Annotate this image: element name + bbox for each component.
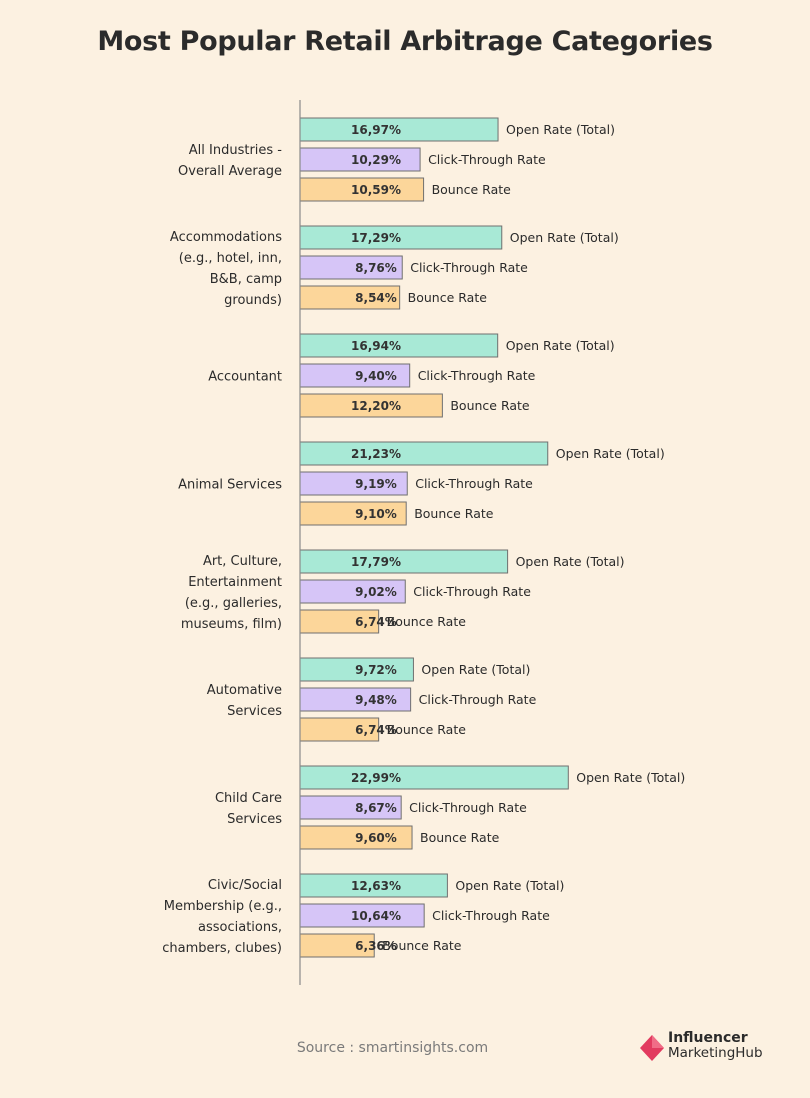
logo-text-line1: Influencer <box>668 1030 748 1046</box>
series-label: Click-Through Rate <box>413 584 531 599</box>
series-label: Click-Through Rate <box>409 800 527 815</box>
value-label: 10,64% <box>351 909 401 923</box>
category-label: Automative <box>207 683 282 698</box>
series-label: Click-Through Rate <box>432 908 550 923</box>
value-label: 12,63% <box>351 879 401 893</box>
category-label: Civic/Social <box>208 878 282 893</box>
value-label: 21,23% <box>351 447 401 461</box>
series-label: Click-Through Rate <box>410 260 528 275</box>
value-label: 17,29% <box>351 231 401 245</box>
chart-title: Most Popular Retail Arbitrage Categories <box>97 26 713 57</box>
category-label: Accommodations <box>170 230 282 245</box>
influencer-marketing-hub-logo: Influencer MarketingHub <box>638 1030 788 1064</box>
series-label: Open Rate (Total) <box>506 338 615 353</box>
source-note: Source : smartinsights.com <box>296 1040 489 1056</box>
series-label: Bounce Rate <box>408 290 488 305</box>
value-label: 9,40% <box>355 369 397 383</box>
value-label: 10,29% <box>351 153 401 167</box>
series-label: Open Rate (Total) <box>421 662 530 677</box>
value-label: 12,20% <box>351 399 401 413</box>
bar-open <box>299 549 509 574</box>
series-label: Bounce Rate <box>387 722 467 737</box>
value-label: 6,36% <box>355 939 397 953</box>
category-label: Services <box>227 812 282 827</box>
series-label: Bounce Rate <box>387 614 467 629</box>
value-label: 16,94% <box>351 339 401 353</box>
category-label: grounds) <box>224 293 282 308</box>
value-label: 8,54% <box>355 291 397 305</box>
series-label: Bounce Rate <box>382 938 462 953</box>
series-label: Open Rate (Total) <box>576 770 685 785</box>
series-label: Bounce Rate <box>414 506 494 521</box>
category-label: Entertainment <box>188 575 282 590</box>
value-label: 22,99% <box>351 771 401 785</box>
value-label: 10,59% <box>351 183 401 197</box>
category-label: Membership (e.g., <box>164 899 282 914</box>
series-label: Open Rate (Total) <box>510 230 619 245</box>
series-label: Open Rate (Total) <box>506 122 615 137</box>
category-label: Services <box>227 704 282 719</box>
value-label: 6,74% <box>355 615 397 629</box>
series-label: Open Rate (Total) <box>455 878 564 893</box>
series-label: Click-Through Rate <box>418 368 536 383</box>
category-label: Art, Culture, <box>203 554 282 569</box>
category-label: (e.g., hotel, inn, <box>179 251 282 266</box>
value-label: 8,67% <box>355 801 397 815</box>
series-label: Click-Through Rate <box>415 476 533 491</box>
value-label: 9,72% <box>355 663 397 677</box>
series-label: Open Rate (Total) <box>516 554 625 569</box>
value-label: 9,10% <box>355 507 397 521</box>
series-label: Bounce Rate <box>450 398 530 413</box>
series-label: Bounce Rate <box>420 830 500 845</box>
value-label: 6,74% <box>355 723 397 737</box>
value-label: 9,02% <box>355 585 397 599</box>
value-label: 16,97% <box>351 123 401 137</box>
value-label: 9,48% <box>355 693 397 707</box>
category-label: Accountant <box>208 370 282 385</box>
category-label: Child Care <box>215 791 282 806</box>
value-label: 9,19% <box>355 477 397 491</box>
category-label: B&B, camp <box>210 272 282 287</box>
bar-chart: All Industries - Overall Average 16,97% Ope… <box>162 100 685 985</box>
category-label: Overall Average <box>178 164 282 179</box>
logo-mark-icon <box>640 1035 664 1061</box>
bar-open <box>299 441 549 466</box>
value-label: 9,60% <box>355 831 397 845</box>
logo-text-line2: MarketingHub <box>668 1045 763 1061</box>
value-label: 8,76% <box>355 261 397 275</box>
bar-open <box>299 765 569 790</box>
category-label: associations, <box>198 920 282 935</box>
series-label: Click-Through Rate <box>428 152 546 167</box>
category-label: (e.g., galleries, <box>185 596 282 611</box>
value-label: 17,79% <box>351 555 401 569</box>
series-label: Bounce Rate <box>432 182 512 197</box>
series-label: Open Rate (Total) <box>556 446 665 461</box>
category-label: museums, film) <box>181 617 282 632</box>
category-label: Animal Services <box>178 478 282 493</box>
category-label: All Industries - <box>189 143 283 158</box>
category-label: chambers, clubes) <box>162 941 282 956</box>
series-label: Click-Through Rate <box>419 692 537 707</box>
